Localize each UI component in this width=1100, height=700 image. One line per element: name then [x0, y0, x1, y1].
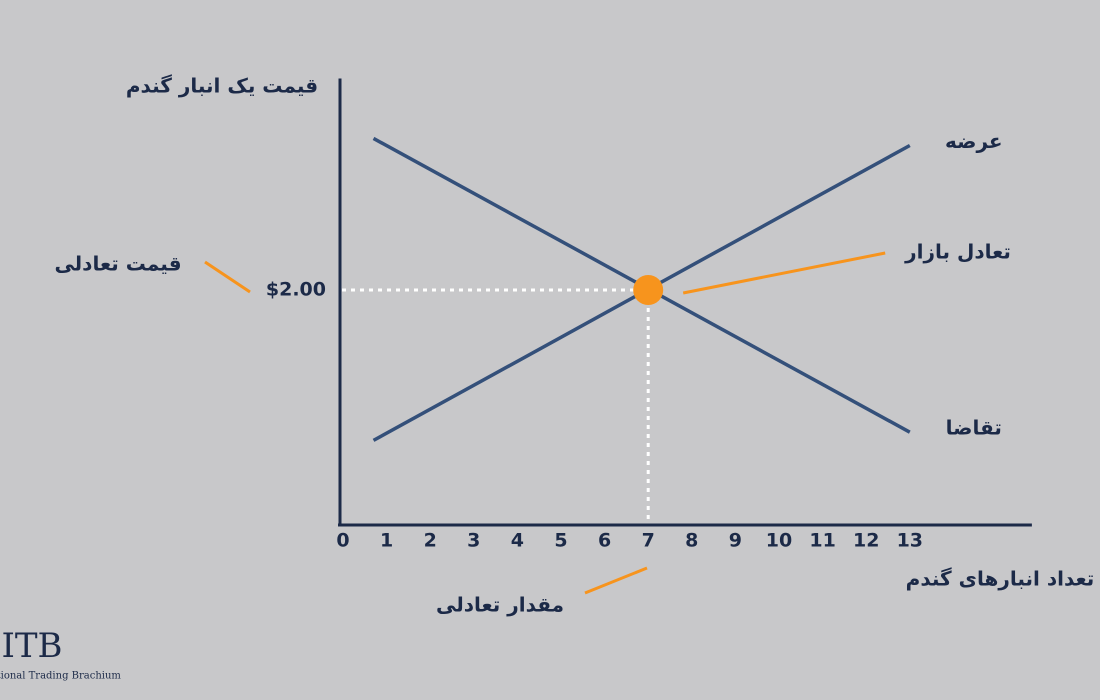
y-axis-label: قیمت یک انبار گندم — [126, 74, 318, 98]
x-tick-label: 4 — [511, 530, 524, 552]
price-leader — [204, 260, 251, 294]
x-tick-label: 1 — [380, 530, 393, 552]
x-tick-label: 2 — [424, 530, 437, 552]
x-tick-label: 11 — [809, 530, 835, 552]
logo-text: International Trading Brachium — [0, 671, 121, 682]
x-tick-label: 9 — [729, 530, 742, 552]
x-tick-label: 0 — [336, 530, 349, 552]
x-tick-label: 8 — [685, 530, 698, 552]
x-tick-label: 12 — [853, 530, 879, 552]
quantity-annotation: مقدار تعادلی — [436, 593, 564, 617]
equilibrium-label: تعادل بازار — [904, 240, 1011, 264]
x-axis-label: تعداد انبارهای گندم — [906, 567, 1095, 591]
x-tick-label: 3 — [467, 530, 480, 552]
x-tick-label: 10 — [766, 530, 792, 552]
equilibrium-leader — [682, 251, 886, 295]
series-label: عرضه — [945, 129, 1003, 153]
series-label: تقاضا — [946, 416, 1002, 440]
x-tick-label: 6 — [598, 530, 611, 552]
x-tick-label: 7 — [642, 530, 655, 552]
y-tick-label: $2.00 — [266, 279, 326, 301]
price-annotation: قیمت تعادلی — [54, 252, 181, 276]
x-tick-label: 13 — [897, 530, 923, 552]
x-tick-label: 5 — [554, 530, 567, 552]
equilibrium-point — [633, 275, 664, 305]
quantity-leader — [584, 566, 648, 595]
logo-mark: ITB — [1, 626, 62, 666]
